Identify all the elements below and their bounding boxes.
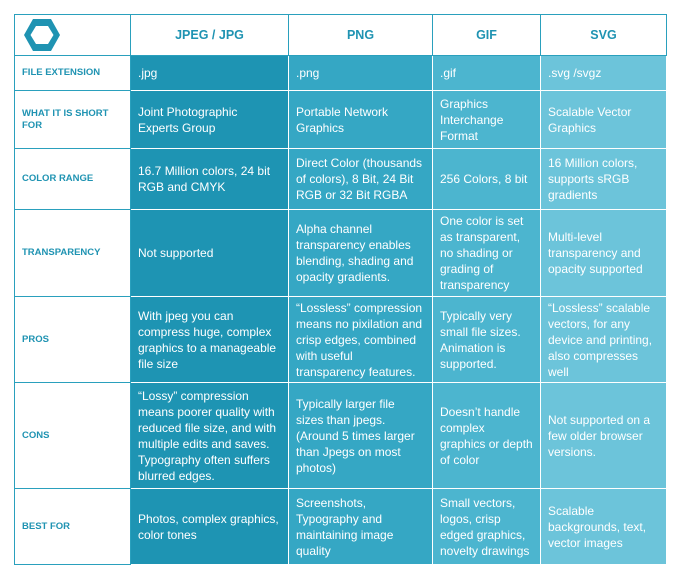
table-cell: Doesn’t handle complex graphics or depth… bbox=[432, 382, 541, 489]
table-cell: Direct Color (thousands of colors), 8 Bi… bbox=[288, 148, 433, 210]
column-header-jpeg: JPEG / JPG bbox=[130, 14, 289, 56]
column-header-svg: SVG bbox=[540, 14, 667, 56]
row-label-cons: CONS bbox=[14, 382, 131, 489]
table-cell: Not supported on a few older browser ver… bbox=[540, 382, 667, 489]
image-format-comparison-table: JPEG / JPG PNG GIF SVG FILE EXTENSION .j… bbox=[14, 14, 667, 565]
row-label-short-for: WHAT IT IS SHORT FOR bbox=[14, 90, 131, 149]
table-cell: Typically larger file sizes than jpegs. … bbox=[288, 382, 433, 489]
hexagon-logo-icon bbox=[24, 19, 60, 51]
table-cell: Scalable backgrounds, text, vector image… bbox=[540, 488, 667, 565]
table-cell: Multi-level transparency and opacity sup… bbox=[540, 209, 667, 297]
table-cell: Photos, complex graphics, color tones bbox=[130, 488, 289, 565]
row-label-transparency: TRANSPARENCY bbox=[14, 209, 131, 297]
table-cell: 16 Million colors, supports sRGB gradien… bbox=[540, 148, 667, 210]
table-cell: Scalable Vector Graphics bbox=[540, 90, 667, 149]
table-cell: Portable Network Graphics bbox=[288, 90, 433, 149]
column-header-png: PNG bbox=[288, 14, 433, 56]
table-row-cons: CONS “Lossy” compression means poorer qu… bbox=[14, 382, 667, 489]
table-row-best-for: BEST FOR Photos, complex graphics, color… bbox=[14, 488, 667, 565]
table-cell: One color is set as transparent, no shad… bbox=[432, 209, 541, 297]
table-row-color-range: COLOR RANGE 16.7 Million colors, 24 bit … bbox=[14, 148, 667, 210]
table-cell: “Lossless” compression means no pixilati… bbox=[288, 296, 433, 383]
table-cell: .svg /svgz bbox=[540, 55, 667, 91]
table-row-transparency: TRANSPARENCY Not supported Alpha channel… bbox=[14, 209, 667, 297]
table-cell: .jpg bbox=[130, 55, 289, 91]
table-row-pros: PROS With jpeg you can compress huge, co… bbox=[14, 296, 667, 383]
table-cell: Joint Photographic Experts Group bbox=[130, 90, 289, 149]
row-label-color-range: COLOR RANGE bbox=[14, 148, 131, 210]
table-row-short-for: WHAT IT IS SHORT FOR Joint Photographic … bbox=[14, 90, 667, 149]
table-cell: Small vectors, logos, crisp edged graphi… bbox=[432, 488, 541, 565]
table-cell: “Lossless” scalable vectors, for any dev… bbox=[540, 296, 667, 383]
row-label-pros: PROS bbox=[14, 296, 131, 383]
table-cell: Alpha channel transparency enables blend… bbox=[288, 209, 433, 297]
table-cell: Not supported bbox=[130, 209, 289, 297]
table-cell: Typically very small file sizes. Animati… bbox=[432, 296, 541, 383]
column-header-gif: GIF bbox=[432, 14, 541, 56]
table-row-file-extension: FILE EXTENSION .jpg .png .gif .svg /svgz bbox=[14, 55, 667, 91]
table-cell: Graphics Interchange Format bbox=[432, 90, 541, 149]
logo-cell bbox=[14, 14, 131, 56]
comparison-table-container: JPEG / JPG PNG GIF SVG FILE EXTENSION .j… bbox=[14, 14, 667, 565]
table-cell: 256 Colors, 8 bit bbox=[432, 148, 541, 210]
table-cell: .gif bbox=[432, 55, 541, 91]
table-cell: With jpeg you can compress huge, complex… bbox=[130, 296, 289, 383]
table-cell: .png bbox=[288, 55, 433, 91]
header-row: JPEG / JPG PNG GIF SVG bbox=[14, 14, 667, 56]
table-cell: Screenshots, Typography and maintaining … bbox=[288, 488, 433, 565]
row-label-best-for: BEST FOR bbox=[14, 488, 131, 565]
table-cell: “Lossy” compression means poorer quality… bbox=[130, 382, 289, 489]
row-label-file-extension: FILE EXTENSION bbox=[14, 55, 131, 91]
table-cell: 16.7 Million colors, 24 bit RGB and CMYK bbox=[130, 148, 289, 210]
